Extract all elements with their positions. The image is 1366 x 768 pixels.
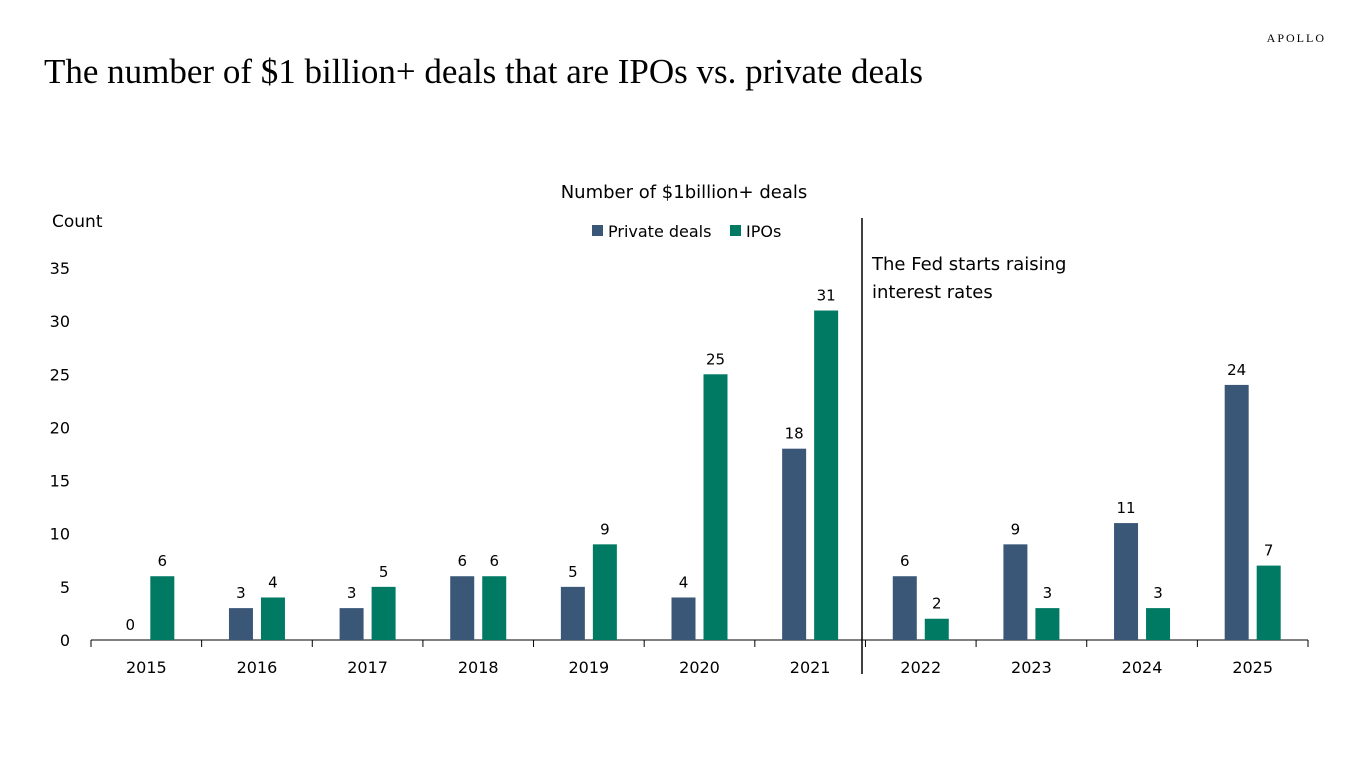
y-tick-label: 10 — [50, 525, 70, 544]
y-tick-label: 25 — [50, 365, 70, 384]
legend-swatch-ipos — [730, 225, 741, 236]
bar-ipos — [1035, 608, 1060, 640]
bar-private — [1114, 523, 1139, 640]
data-label: 18 — [785, 425, 804, 443]
bar-private — [1224, 384, 1249, 640]
bar-private — [450, 576, 475, 640]
chart-title: Number of $1billion+ deals — [561, 182, 808, 203]
bar-ipos — [814, 310, 839, 640]
data-label: 2 — [932, 595, 942, 613]
data-label: 5 — [379, 563, 389, 581]
bar-ipos — [1146, 608, 1171, 640]
data-label: 25 — [706, 350, 725, 368]
x-tick-label: 2016 — [237, 658, 278, 677]
bar-private — [671, 597, 696, 640]
bar-private — [339, 608, 364, 640]
data-label: 4 — [268, 573, 278, 591]
bar-private — [228, 608, 253, 640]
bar-private — [892, 576, 917, 640]
data-label: 3 — [236, 584, 246, 602]
page-title: The number of $1 billion+ deals that are… — [44, 52, 923, 91]
data-label: 6 — [489, 552, 499, 570]
x-tick-label: 2022 — [900, 658, 941, 677]
x-tick-label: 2023 — [1011, 658, 1052, 677]
bar-ipos — [482, 576, 507, 640]
data-label: 3 — [1043, 584, 1053, 602]
x-tick-label: 2018 — [458, 658, 499, 677]
data-label: 4 — [679, 573, 689, 591]
y-tick-label: 35 — [50, 259, 70, 278]
y-tick-label: 5 — [60, 578, 70, 597]
data-label: 0 — [126, 616, 136, 634]
data-label: 9 — [1011, 520, 1021, 538]
y-tick-label: 30 — [50, 312, 70, 331]
bar-ipos — [592, 544, 617, 640]
annotation-line2: interest rates — [872, 282, 993, 303]
x-tick-label: 2017 — [347, 658, 388, 677]
bar-ipos — [260, 597, 285, 640]
legend-label-private: Private deals — [608, 222, 711, 241]
data-label: 6 — [457, 552, 467, 570]
legend-swatch-private — [592, 225, 603, 236]
bar-private — [782, 448, 807, 640]
apollo-logo: APOLLO — [1266, 31, 1326, 45]
data-label: 24 — [1227, 361, 1246, 379]
data-label: 6 — [900, 552, 910, 570]
bar-ipos — [150, 576, 175, 640]
y-tick-label: 15 — [50, 472, 70, 491]
y-axis-label: Count — [52, 212, 103, 232]
bar-ipos — [371, 586, 396, 640]
x-tick-label: 2025 — [1232, 658, 1273, 677]
y-tick-label: 20 — [50, 418, 70, 437]
data-label: 3 — [347, 584, 357, 602]
legend: Private deals IPOs — [592, 222, 781, 241]
x-tick-label: 2015 — [126, 658, 167, 677]
data-label: 11 — [1116, 499, 1135, 517]
data-label: 9 — [600, 520, 610, 538]
bar-private — [560, 586, 585, 640]
data-label: 6 — [158, 552, 168, 570]
bar-ipos — [703, 374, 728, 640]
x-tick-label: 2020 — [679, 658, 720, 677]
data-label: 3 — [1153, 584, 1163, 602]
annotation-line1: The Fed starts raising — [871, 254, 1066, 275]
data-label: 31 — [817, 287, 836, 305]
data-label: 7 — [1264, 542, 1274, 560]
x-tick-label: 2024 — [1122, 658, 1163, 677]
legend-label-ipos: IPOs — [746, 222, 781, 241]
x-tick-label: 2021 — [790, 658, 831, 677]
bar-ipos — [924, 618, 949, 640]
y-tick-label: 0 — [60, 631, 70, 650]
bar-private — [1003, 544, 1028, 640]
data-label: 5 — [568, 563, 578, 581]
bar-ipos — [1256, 565, 1281, 640]
x-tick-label: 2019 — [569, 658, 610, 677]
